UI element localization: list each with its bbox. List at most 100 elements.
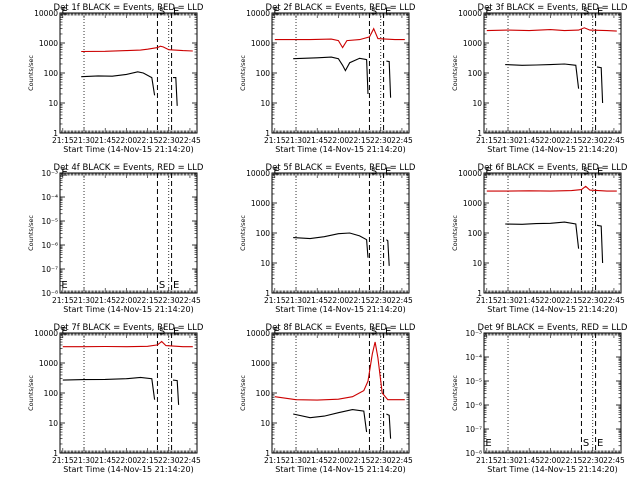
y-tick-label: 1 — [265, 449, 270, 458]
y-tick-label: 10⁻⁵ — [41, 217, 58, 226]
x-tick-label: 22:45 — [391, 456, 413, 465]
detector-panel-3: Det 3f BLACK = Events, RED = LLD 1 10 100 10… — [451, 3, 628, 154]
y-tick-label: 100 — [468, 69, 483, 78]
y-tick-label: 100 — [256, 389, 271, 398]
y-tick-label: 1 — [53, 449, 58, 458]
x-tick-label: 21:15 — [476, 296, 498, 305]
detector-panel-4: Det 4f BLACK = Events, RED = LLD 10⁻⁸ 10⁻⁷… — [27, 163, 204, 314]
y-tick-label: 10000 — [246, 329, 270, 338]
panel-title: Det 2f BLACK = Events, RED = LLD — [266, 3, 416, 13]
y-tick-label: 10 — [260, 99, 270, 108]
y-tick-label: 1000 — [251, 39, 270, 48]
y-tick-label: 10⁻⁵ — [465, 377, 482, 386]
y-tick-label: 10000 — [246, 169, 270, 178]
panel-title: Det 9f BLACK = Events, RED = LLD — [478, 323, 628, 333]
y-tick-label: 10000 — [34, 329, 58, 338]
lld-rate-line — [274, 341, 405, 401]
x-tick-label: 21:45 — [518, 136, 540, 145]
detector-panel-6: Det 6f BLACK = Events, RED = LLD 1 10 100 10… — [451, 163, 628, 314]
x-tick-label: 21:15 — [52, 296, 74, 305]
x-tick-label: 21:30 — [497, 136, 519, 145]
y-tick-label: 10⁻⁴ — [41, 193, 58, 202]
interval-marker-label: E — [273, 326, 279, 337]
interval-marker-label: E — [173, 280, 179, 291]
plot-frame — [59, 332, 198, 454]
y-axis-label: Counts/sec — [27, 215, 35, 251]
interval-marker-label: S — [159, 6, 165, 17]
y-tick-label: 1 — [477, 289, 482, 298]
y-axis-label: Counts/sec — [451, 55, 459, 91]
y-tick-label: 10 — [48, 419, 58, 428]
x-tick-label: 22:15 — [561, 136, 583, 145]
x-tick-label: 22:15 — [349, 136, 371, 145]
x-tick-label: 22:30 — [582, 296, 604, 305]
plot-frame — [271, 12, 410, 134]
x-axis-label: Start Time (14-Nov-15 21:14:20) — [63, 305, 193, 314]
interval-marker-label: E — [61, 6, 67, 17]
event-rate-line — [173, 77, 178, 106]
y-tick-label: 10⁻⁸ — [465, 449, 482, 458]
x-tick-label: 21:45 — [94, 456, 116, 465]
x-axis-label: Start Time (14-Nov-15 21:14:20) — [275, 305, 405, 314]
plot-frame — [271, 172, 410, 294]
x-tick-label: 21:30 — [73, 296, 95, 305]
x-tick-label: 22:45 — [603, 296, 625, 305]
y-axis-label: Counts/sec — [239, 55, 247, 91]
x-tick-label: 21:45 — [94, 136, 116, 145]
interval-marker-label: E — [385, 166, 391, 177]
lld-rate-line — [274, 27, 405, 49]
x-tick-label: 21:45 — [306, 456, 328, 465]
x-tick-label: 21:15 — [52, 456, 74, 465]
x-tick-label: 21:30 — [497, 296, 519, 305]
interval-marker-label: E — [173, 326, 179, 337]
panel-title: Det 5f BLACK = Events, RED = LLD — [266, 163, 416, 173]
x-tick-label: 22:00 — [540, 136, 562, 145]
panel-title: Det 8f BLACK = Events, RED = LLD — [266, 323, 416, 333]
interval-marker-label: E — [385, 326, 391, 337]
detector-panel-7: Det 7f BLACK = Events, RED = LLD 1 10 100 10… — [27, 323, 204, 474]
y-axis-label: Counts/sec — [27, 55, 35, 91]
x-tick-label: 22:30 — [582, 136, 604, 145]
interval-marker-label: S — [371, 166, 377, 177]
x-tick-label: 22:00 — [328, 456, 350, 465]
event-rate-line — [596, 224, 604, 264]
x-tick-label: 22:00 — [116, 456, 138, 465]
plot-frame — [271, 332, 410, 454]
detector-panel-9: Det 9f BLACK = Events, RED = LLD 10⁻⁸ 10⁻⁷… — [451, 323, 628, 474]
interval-marker-label: E — [485, 166, 491, 177]
x-axis-label: Start Time (14-Nov-15 21:14:20) — [487, 305, 617, 314]
x-tick-label: 22:15 — [137, 296, 159, 305]
interval-marker-label: E — [485, 438, 491, 449]
x-tick-label: 21:30 — [285, 296, 307, 305]
interval-marker-label: S — [583, 166, 589, 177]
y-tick-label: 10000 — [246, 9, 270, 18]
interval-marker-label: E — [597, 6, 603, 17]
detector-panel-2: Det 2f BLACK = Events, RED = LLD 1 10 100 10… — [239, 3, 416, 154]
x-tick-label: 21:45 — [518, 296, 540, 305]
panel-title: Det 3f BLACK = Events, RED = LLD — [478, 3, 628, 13]
y-axis-label: Counts/sec — [27, 375, 35, 411]
x-tick-label: 22:45 — [603, 136, 625, 145]
y-tick-label: 1 — [265, 129, 270, 138]
y-axis-label: Counts/sec — [451, 215, 459, 251]
x-tick-label: 22:15 — [349, 456, 371, 465]
y-tick-label: 10 — [260, 419, 270, 428]
y-tick-label: 1 — [265, 289, 270, 298]
event-rate-line — [293, 56, 369, 95]
interval-marker-label: E — [61, 167, 67, 178]
x-tick-label: 22:00 — [328, 136, 350, 145]
x-tick-label: 21:45 — [306, 136, 328, 145]
y-tick-label: 1 — [53, 129, 58, 138]
detector-panel-5: Det 5f BLACK = Events, RED = LLD 1 10 100 10… — [239, 163, 416, 314]
x-tick-label: 21:30 — [73, 136, 95, 145]
x-tick-label: 21:30 — [73, 456, 95, 465]
y-tick-label: 100 — [468, 229, 483, 238]
event-rate-line — [81, 71, 156, 96]
y-tick-label: 10⁻³ — [465, 329, 482, 338]
interval-marker-label: S — [159, 280, 165, 291]
y-tick-label: 10 — [260, 259, 270, 268]
x-tick-label: 22:00 — [540, 456, 562, 465]
detector-panel-1: Det 1f BLACK = Events, RED = LLD 1 10 100 10… — [27, 3, 204, 154]
y-tick-label: 1000 — [463, 39, 482, 48]
